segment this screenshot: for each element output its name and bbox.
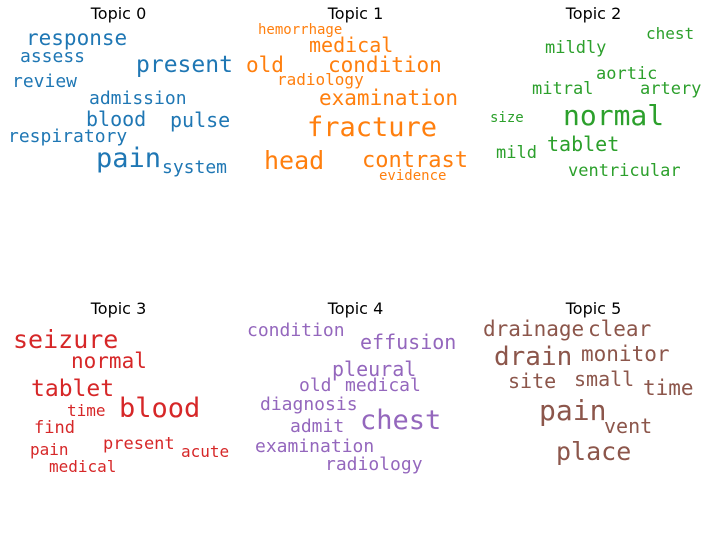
topic-3-word: seizure [13,325,119,354]
topic-4-word: condition [247,320,345,341]
topic-3-title: Topic 3 [90,299,147,318]
topic-5-word: small [574,367,635,391]
topic-0-word: review [12,71,78,92]
topic-2-word: tablet [547,132,620,156]
topic-4-panel: Topic 4 condition effusion pleural old m… [237,295,474,535]
topic-3-word: tablet [31,376,115,402]
topic-3-word: pain [30,440,69,459]
topic-4-word: diagnosis [260,394,358,415]
topic-0-word: assess [20,46,86,67]
topic-0-word: respiratory [8,126,128,147]
topic-2-word: size [490,110,524,126]
topic-1-word: condition [328,53,442,77]
topic-2-title: Topic 2 [565,4,622,23]
topic-5-panel: Topic 5 drainage clear drain monitor sit… [475,295,712,535]
topic-4-title: Topic 4 [327,299,384,318]
topic-5-word: place [556,437,632,466]
topic-2-word: aortic [596,64,658,84]
topic-4-word: effusion [360,330,457,354]
topic-2-word: normal [563,99,665,132]
topic-4-word: chest [360,405,442,436]
topic-0-word: pulse [170,108,231,132]
topic-2-word: artery [640,79,702,99]
topic-5-word: drainage [483,317,585,341]
topic-3-word: present [103,434,175,454]
topic-5-word: site [508,369,557,393]
topic-3-word: time [67,401,106,420]
topic-1-word: evidence [379,168,447,184]
topic-3-word: blood [119,393,201,424]
topic-1-title: Topic 1 [327,4,384,23]
topic-1-word: medical [309,33,394,57]
topic-5-word: clear [588,317,652,341]
topic-1-panel: Topic 1 hemorrhage medical old condition… [237,0,474,240]
topic-1-word: examination [319,86,459,110]
topic-0-title: Topic 0 [90,4,147,23]
topic-2-word: ventricular [568,161,681,181]
topic-2-word: mildly [545,38,607,58]
topic-4-word: examination [255,436,375,457]
topic-0-word: system [162,157,228,178]
topic-2-word: mitral [532,79,594,99]
topic-5-word: monitor [581,342,670,366]
topic-1-word: old [246,53,284,77]
topic-2-word: mild [496,143,537,163]
topic-5-title: Topic 5 [565,299,622,318]
topic-0-word: admission [89,88,187,109]
topic-1-word: fracture [307,112,438,143]
topic-4-word: radiology [325,454,423,475]
topic-5-word: time [643,376,694,400]
topic-3-word: find [34,418,75,438]
topic-0-word: present [136,52,233,78]
topic-0-word: response [26,26,128,50]
topic-0-word: blood [86,107,147,131]
topic-2-word: chest [646,24,695,43]
topic-5-word: vent [604,414,653,438]
topic-0-panel: Topic 0 response assess present review a… [0,0,237,240]
topic-4-word: admit [290,416,345,437]
topic-5-word: pain [539,394,607,427]
topic-1-word: head [264,146,325,175]
topic-4-word: pleural [332,357,417,381]
topic-3-word: normal [71,349,147,373]
topic-3-word: medical [49,457,117,476]
topic-5-word: drain [494,342,573,372]
topic-1-word: radiology [277,70,364,89]
topic-2-panel: Topic 2 chest mildly aortic mitral arter… [475,0,712,240]
topic-1-word: contrast [362,148,468,173]
topic-3-panel: Topic 3 seizure normal tablet blood time… [0,295,237,535]
topic-1-word: hemorrhage [258,22,343,38]
topic-4-word: medical [345,375,421,396]
topic-0-word: pain [96,143,162,174]
topic-3-word: acute [181,442,230,461]
topic-4-word: old [299,375,332,396]
